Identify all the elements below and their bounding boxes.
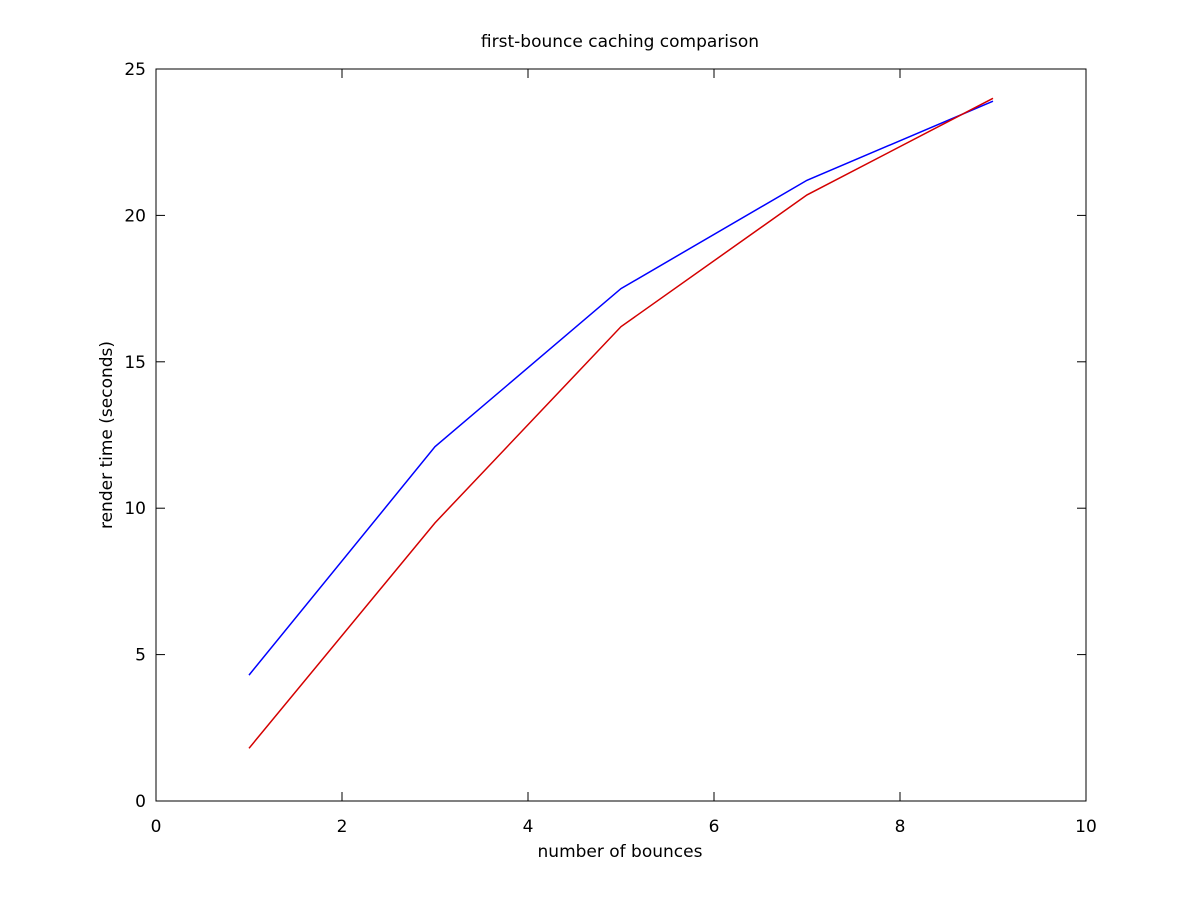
chart-title: first-bounce caching comparison — [481, 32, 759, 52]
x-tick-label: 2 — [337, 817, 348, 837]
y-tick-label: 15 — [124, 353, 146, 373]
x-tick-label: 6 — [709, 817, 720, 837]
y-tick-label: 0 — [135, 792, 146, 812]
y-tick-label: 20 — [124, 206, 146, 226]
y-axis-ticks: 0 5 10 15 20 25 — [124, 60, 1086, 812]
plot-frame — [155, 68, 1087, 802]
y-tick-label: 5 — [135, 646, 146, 666]
y-tick-label: 25 — [124, 60, 146, 80]
x-tick-label: 8 — [895, 817, 906, 837]
series-lines — [248, 97, 994, 749]
x-tick-label: 0 — [151, 817, 162, 837]
y-tick-label: 10 — [124, 499, 146, 519]
x-tick-label: 10 — [1075, 817, 1097, 837]
x-axis-ticks: 0 2 4 6 8 10 — [151, 69, 1097, 837]
x-tick-label: 4 — [523, 817, 534, 837]
series-line-2 — [248, 97, 994, 749]
x-axis-label: number of bounces — [538, 842, 703, 862]
y-axis-label: render time (seconds) — [97, 341, 117, 529]
series-line-1 — [248, 100, 994, 676]
